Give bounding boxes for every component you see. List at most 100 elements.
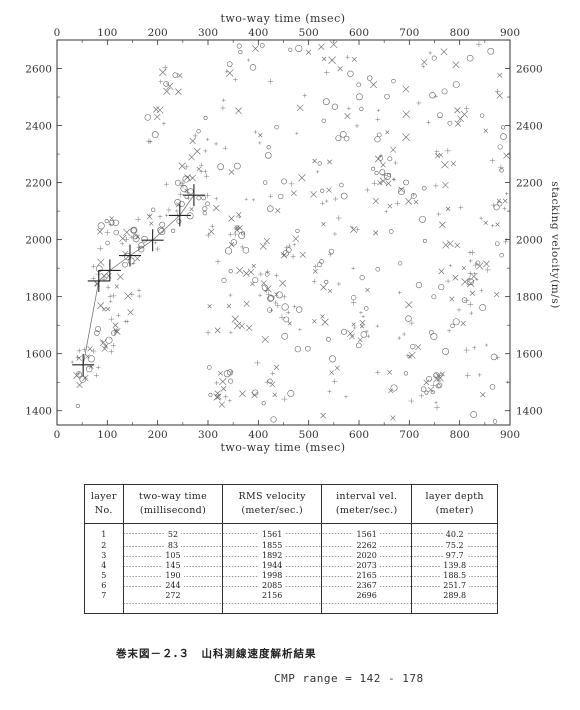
scatter-marker: [405, 197, 412, 205]
scatter-marker: [493, 204, 500, 211]
scatter-marker: [435, 383, 441, 389]
scatter-marker: [387, 369, 393, 375]
x-tick-label-top: 200: [148, 27, 168, 39]
scatter-marker: [466, 54, 474, 62]
scatter-marker: [282, 250, 289, 257]
scatter-marker: [305, 49, 312, 55]
table-cell: 145: [122, 560, 224, 571]
scatter-marker: [434, 404, 440, 411]
header-layer: layer No.: [84, 484, 124, 524]
scatter-marker: [148, 213, 152, 218]
scatter-marker: [108, 349, 115, 355]
scatter-marker: [421, 185, 427, 191]
scatter-marker: [171, 228, 176, 233]
scatter-marker: [261, 401, 266, 406]
table-cell: 289.8: [411, 590, 498, 614]
cell-value: 7: [98, 590, 110, 600]
scatter-marker: [295, 44, 303, 53]
scatter-marker: [320, 201, 325, 206]
scatter-marker: [442, 241, 450, 249]
scatter-marker: [207, 365, 212, 370]
scatter-marker: [322, 98, 330, 106]
scatter-marker: [90, 348, 97, 354]
scatter-marker: [295, 131, 299, 135]
scatter-marker: [116, 313, 121, 318]
scatter-marker: [454, 242, 460, 248]
scatter-marker: [163, 181, 169, 187]
scatter-marker: [235, 107, 242, 115]
velocity-plot: 0 0 100 100 200 200 300 300 400 400 500 500 600 600 70…: [25, 12, 561, 454]
scatter-marker: [281, 396, 288, 403]
y-tick-label-left: 1800: [25, 292, 52, 304]
scatter-marker: [332, 231, 338, 237]
scatter-marker: [274, 273, 279, 278]
y-tick-label-right: 1600: [516, 349, 543, 361]
scatter-marker: [251, 198, 255, 202]
header-line: two-way time: [138, 491, 208, 502]
scatter-marker: [340, 328, 348, 335]
scatter-marker: [472, 345, 477, 350]
scatter-marker: [234, 162, 241, 170]
scatter-marker: [113, 229, 119, 236]
scatter-marker: [101, 345, 108, 352]
scatter-marker: [402, 332, 407, 337]
scatter-marker: [112, 322, 119, 329]
scatter-marker: [487, 47, 495, 55]
scatter-marker: [356, 82, 362, 88]
scatter-marker: [252, 277, 259, 284]
scatter-marker: [503, 239, 509, 245]
scatter-marker: [345, 54, 350, 60]
scatter-marker: [75, 354, 81, 360]
scatter-marker: [415, 282, 422, 289]
scatter-marker: [503, 152, 510, 159]
scatter-marker: [258, 293, 262, 298]
scatter-marker: [498, 164, 504, 171]
cell-value: 2073: [353, 560, 380, 570]
scatter-marker: [279, 314, 285, 321]
y-tick-label-right: 1800: [516, 292, 543, 304]
velocity-pick-point: [118, 244, 141, 267]
scatter-marker: [405, 301, 413, 309]
scatter-marker: [105, 284, 111, 290]
scatter-marker: [199, 162, 204, 168]
cell-value: 145: [162, 560, 184, 570]
scatter-marker: [176, 218, 182, 224]
scatter-marker: [91, 264, 96, 269]
scatter-marker: [438, 152, 443, 158]
scatter-marker: [407, 354, 412, 359]
scatter-marker: [119, 234, 127, 243]
scatter-marker: [324, 199, 329, 203]
scatter-marker: [321, 118, 326, 123]
scatter-marker: [458, 205, 463, 210]
table-row: 1 52 1561 1561 40.2: [84, 523, 498, 541]
table-row: 5 190 1998 2165 188.5: [84, 570, 498, 581]
scatter-marker: [260, 280, 267, 287]
scatter-marker: [258, 141, 262, 145]
scatter-marker: [418, 393, 424, 399]
scatter-marker: [326, 187, 332, 193]
scatter-marker: [234, 225, 240, 231]
table-cell: 1: [84, 523, 124, 541]
scatter-marker: [415, 344, 422, 351]
header-line: layer depth: [425, 491, 484, 502]
scatter-marker: [258, 133, 263, 138]
scatter-marker: [214, 196, 219, 201]
scatter-marker: [397, 336, 402, 340]
cell-value: 272: [162, 590, 184, 600]
scatter-marker: [480, 392, 486, 398]
scatter-marker: [163, 81, 169, 87]
scatter-marker: [242, 246, 250, 254]
scatter-marker: [193, 148, 201, 155]
scatter-marker: [388, 388, 394, 394]
cell-value: 2165: [353, 570, 380, 580]
cell-value: 5: [98, 570, 110, 580]
scatter-marker: [127, 309, 134, 316]
scatter-marker: [426, 120, 431, 125]
scatter-marker: [411, 193, 416, 197]
scatter-marker: [76, 381, 83, 389]
scatter-marker: [287, 389, 295, 397]
scatter-marker: [154, 113, 161, 121]
scatter-marker: [461, 278, 469, 286]
scatter-marker: [463, 105, 470, 112]
scatter-marker: [281, 178, 288, 185]
